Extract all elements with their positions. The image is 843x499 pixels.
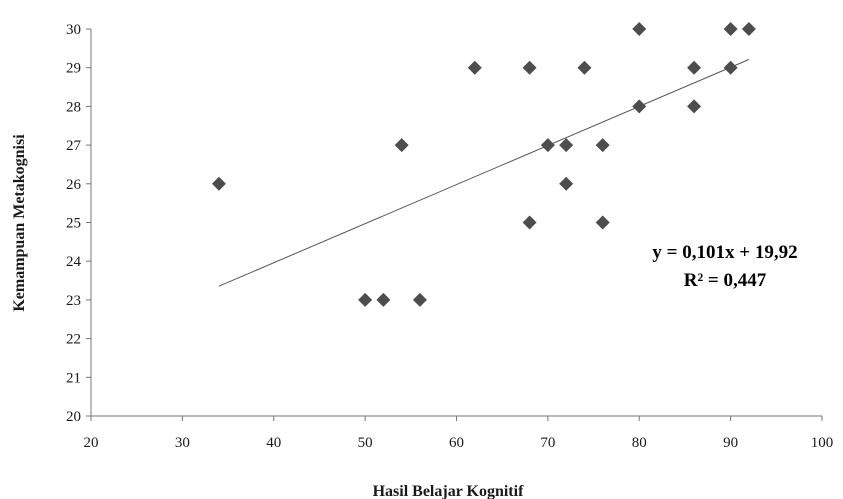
data-point	[723, 22, 738, 36]
x-tick-label: 80	[632, 435, 647, 451]
y-tick-label: 28	[66, 99, 81, 115]
data-point	[211, 176, 226, 191]
data-point	[358, 292, 373, 307]
data-point	[723, 60, 738, 75]
data-point	[412, 292, 427, 307]
data-points	[211, 22, 756, 307]
data-point	[559, 138, 574, 153]
y-tick-label: 21	[66, 370, 81, 386]
y-tick-label: 29	[66, 61, 81, 77]
data-point	[522, 60, 537, 75]
x-tick-label: 100	[811, 435, 834, 451]
y-tick-label: 27	[66, 138, 82, 154]
y-tick-label: 24	[66, 254, 82, 270]
x-tick-label: 50	[358, 435, 373, 451]
y-tick-label: 23	[66, 293, 81, 309]
data-point	[559, 176, 574, 191]
data-point	[741, 22, 756, 36]
data-point	[632, 22, 647, 36]
y-tick-label: 30	[66, 22, 81, 38]
y-axis-label: Kemampuan Metakognisi	[11, 134, 28, 312]
y-tick-label: 26	[66, 177, 82, 193]
x-tick-label: 70	[540, 435, 555, 451]
data-point	[376, 292, 391, 307]
axes	[90, 29, 822, 417]
data-point	[577, 60, 592, 75]
x-tick-label: 30	[175, 435, 190, 451]
r-squared-label: R² = 0,447	[684, 270, 767, 291]
data-point	[595, 215, 610, 230]
data-point	[394, 138, 409, 153]
y-tick-label: 25	[66, 216, 81, 232]
data-point	[632, 99, 647, 114]
x-tick-label: 90	[723, 435, 738, 451]
data-point	[595, 138, 610, 153]
trendline	[218, 59, 750, 287]
y-tick-label: 20	[66, 409, 81, 425]
data-point	[467, 60, 482, 75]
y-axis-ticks: 20 21 22 23 24 25 26 27 28 29 30	[66, 22, 91, 425]
data-point	[540, 138, 555, 153]
data-point	[522, 215, 537, 230]
data-point	[687, 99, 702, 114]
x-axis-label: Hasil Belajar Kognitif	[373, 483, 524, 499]
x-tick-label: 40	[266, 435, 281, 451]
x-tick-label: 20	[84, 435, 99, 451]
data-point	[687, 60, 702, 75]
x-axis-ticks: 20 30 40 50 60 70 80 90 100	[84, 416, 834, 451]
y-tick-label: 22	[66, 332, 81, 348]
x-tick-label: 60	[449, 435, 464, 451]
trendline-equation: y = 0,101x + 19,92	[652, 242, 797, 263]
